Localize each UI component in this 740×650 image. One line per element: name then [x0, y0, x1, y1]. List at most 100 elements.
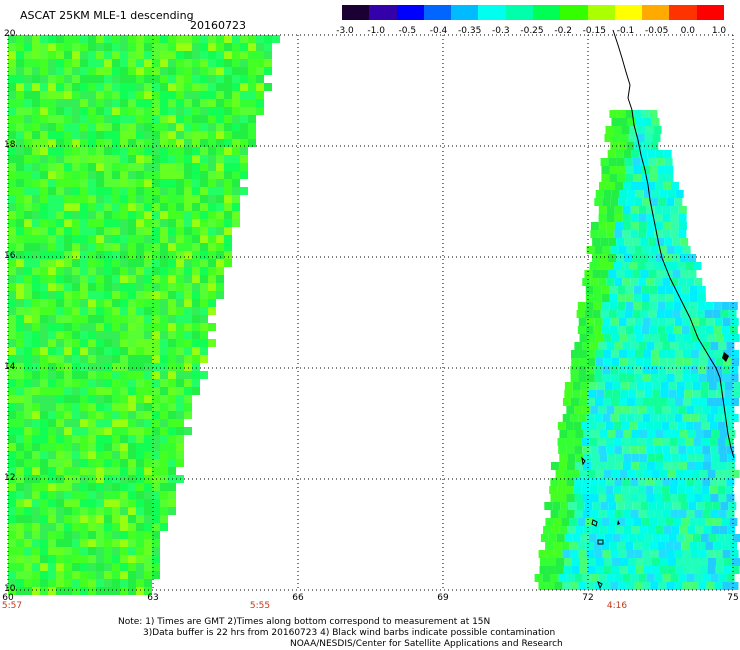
data-pixel — [120, 363, 128, 371]
data-pixel — [128, 491, 136, 499]
data-pixel — [96, 179, 104, 187]
data-pixel — [64, 515, 72, 523]
data-pixel — [673, 286, 682, 294]
data-pixel — [589, 438, 598, 446]
data-pixel — [690, 318, 699, 326]
data-pixel — [24, 99, 32, 107]
data-pixel — [152, 491, 160, 499]
data-pixel — [128, 451, 136, 459]
data-pixel — [160, 163, 168, 171]
data-pixel — [656, 270, 665, 278]
data-pixel — [24, 491, 32, 499]
data-pixel — [200, 211, 208, 219]
data-pixel — [655, 430, 664, 438]
data-pixel — [24, 483, 32, 491]
data-pixel — [607, 454, 616, 462]
data-pixel — [200, 155, 208, 163]
data-pixel — [80, 491, 88, 499]
data-pixel — [40, 155, 48, 163]
data-pixel — [647, 182, 656, 190]
data-pixel — [64, 171, 72, 179]
data-pixel — [64, 243, 72, 251]
data-pixel — [200, 171, 208, 179]
data-pixel — [240, 123, 248, 131]
data-pixel — [684, 390, 693, 398]
data-pixel — [601, 174, 610, 182]
data-pixel — [112, 499, 120, 507]
data-pixel — [160, 307, 168, 315]
data-pixel — [626, 414, 635, 422]
data-pixel — [112, 507, 120, 515]
data-pixel — [224, 163, 232, 171]
data-pixel — [184, 259, 192, 267]
data-pixel — [665, 174, 674, 182]
data-pixel — [184, 427, 192, 435]
data-pixel — [120, 219, 128, 227]
data-pixel — [136, 195, 144, 203]
data-pixel — [675, 470, 684, 478]
data-pixel — [72, 291, 80, 299]
data-pixel — [602, 582, 611, 590]
data-pixel — [88, 387, 96, 395]
data-pixel — [16, 155, 24, 163]
data-pixel — [24, 299, 32, 307]
data-pixel — [168, 171, 176, 179]
data-pixel — [176, 363, 184, 371]
data-pixel — [665, 326, 674, 334]
data-pixel — [662, 342, 671, 350]
data-pixel — [694, 342, 703, 350]
data-pixel — [702, 462, 711, 470]
data-pixel — [687, 454, 696, 462]
data-pixel — [730, 350, 739, 358]
data-pixel — [562, 582, 571, 590]
data-pixel — [136, 51, 144, 59]
data-pixel — [224, 211, 232, 219]
data-pixel — [128, 363, 136, 371]
data-pixel — [96, 307, 104, 315]
data-pixel — [48, 75, 56, 83]
data-pixel — [622, 214, 631, 222]
data-pixel — [586, 366, 595, 374]
data-pixel — [706, 550, 715, 558]
data-pixel — [611, 566, 620, 574]
data-pixel — [64, 555, 72, 563]
data-pixel — [136, 347, 144, 355]
data-pixel — [606, 462, 615, 470]
data-pixel — [88, 107, 96, 115]
data-pixel — [40, 467, 48, 475]
data-pixel — [176, 323, 184, 331]
data-pixel — [64, 379, 72, 387]
data-pixel — [224, 203, 232, 211]
data-pixel — [567, 454, 576, 462]
data-pixel — [682, 374, 691, 382]
data-pixel — [104, 75, 112, 83]
data-pixel — [726, 478, 735, 486]
data-pixel — [555, 566, 564, 574]
data-pixel — [56, 347, 64, 355]
data-pixel — [626, 366, 635, 374]
data-pixel — [240, 59, 248, 67]
data-pixel — [686, 462, 695, 470]
data-pixel — [627, 566, 636, 574]
data-pixel — [64, 51, 72, 59]
data-pixel — [590, 342, 599, 350]
data-pixel — [592, 270, 601, 278]
data-pixel — [128, 163, 136, 171]
data-pixel — [666, 318, 675, 326]
data-pixel — [642, 366, 651, 374]
data-pixel — [176, 451, 184, 459]
data-pixel — [72, 307, 80, 315]
data-pixel — [88, 323, 96, 331]
data-pixel — [552, 502, 561, 510]
data-pixel — [615, 150, 624, 158]
data-pixel — [616, 158, 625, 166]
data-pixel — [8, 339, 16, 347]
data-pixel — [599, 526, 608, 534]
data-pixel — [120, 107, 128, 115]
data-pixel — [48, 59, 56, 67]
data-pixel — [208, 235, 216, 243]
data-pixel — [40, 131, 48, 139]
data-pixel — [232, 67, 240, 75]
data-pixel — [232, 43, 240, 51]
colorbar-tick-label: -0.4 — [429, 26, 448, 36]
